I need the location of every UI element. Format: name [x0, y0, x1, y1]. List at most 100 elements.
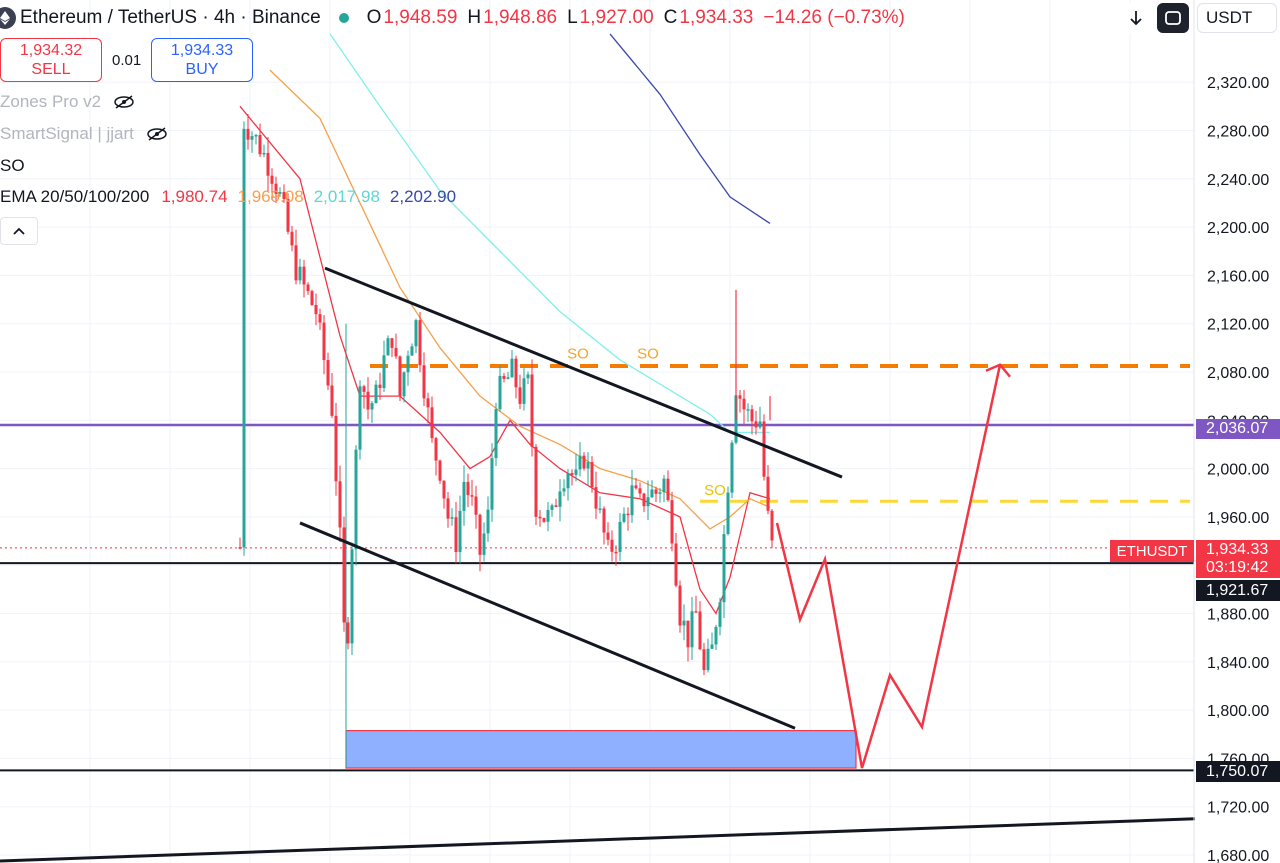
fullscreen-button[interactable]	[1157, 3, 1189, 33]
candle-countdown: 03:19:42	[1206, 559, 1269, 576]
eye-hidden-icon[interactable]	[146, 127, 168, 141]
ema-line	[609, 33, 771, 225]
candle-body	[694, 611, 698, 613]
indicator-so[interactable]: SO	[0, 156, 25, 176]
y-tick-label: 2,120.00	[1207, 317, 1269, 334]
so-labels: SO SO SO	[567, 346, 726, 499]
candle-body	[574, 469, 578, 475]
candle-body	[570, 473, 574, 475]
candle-body	[418, 320, 422, 366]
price-axis[interactable]: 1,680.001,720.001,760.001,800.001,840.00…	[1207, 75, 1269, 863]
candle-body	[298, 266, 302, 281]
y-tick-label: 2,280.00	[1207, 124, 1269, 141]
candle-body	[546, 509, 550, 522]
candle-body	[514, 358, 518, 388]
candle-body	[746, 409, 750, 411]
demand-zone[interactable]	[345, 323, 857, 769]
candle-body	[362, 386, 366, 392]
projection-arrowhead	[985, 363, 1011, 378]
candle-body	[742, 398, 746, 410]
y-tick-label: 1,800.00	[1207, 703, 1269, 720]
candle-body	[626, 513, 630, 516]
candle-body	[710, 644, 714, 649]
candle-body	[646, 497, 650, 507]
candle-body	[438, 460, 442, 481]
candle-body	[326, 360, 330, 386]
buy-button[interactable]: 1,934.33 BUY	[151, 38, 253, 82]
purple-line-price-tag[interactable]: 2,036.07	[1196, 419, 1280, 439]
candle-body	[598, 508, 602, 510]
projection-line	[775, 364, 1002, 769]
ema50-value: 1,969.08	[237, 187, 304, 206]
candle-body	[750, 409, 754, 422]
candle-body	[730, 442, 734, 493]
candle-body	[390, 338, 394, 348]
y-tick-label: 2,320.00	[1207, 75, 1269, 92]
candle-body	[294, 245, 298, 281]
projection-path[interactable]	[775, 363, 1011, 769]
candle-body	[366, 391, 370, 410]
candle-body	[306, 284, 310, 292]
candle-body	[310, 291, 314, 306]
symbol-title[interactable]: Ethereum / TetherUS · 4h · Binance	[20, 7, 321, 28]
support-line-price-tag[interactable]: 1,921.67	[1196, 580, 1280, 601]
candle-body	[450, 517, 454, 519]
indicator-ema[interactable]: EMA 20/50/100/200 1,980.74 1,969.08 2,01…	[0, 187, 456, 207]
sell-price: 1,934.32	[19, 42, 83, 59]
market-status-dot	[338, 13, 349, 23]
currency-selector[interactable]: USDT	[1197, 3, 1277, 33]
y-tick-label: 2,240.00	[1207, 172, 1269, 189]
candle-body	[338, 481, 342, 528]
scroll-down-button[interactable]	[1121, 3, 1151, 33]
candle-body	[406, 355, 410, 373]
last-price-tag[interactable]: 1,934.33 03:19:42	[1196, 540, 1280, 578]
candle-body	[454, 517, 458, 553]
candle-body	[722, 534, 726, 603]
candle-body	[318, 314, 322, 323]
candle-body	[398, 356, 402, 397]
indicator-zones[interactable]: Zones Pro v2	[0, 92, 135, 112]
last-price-value: 1,934.33	[1206, 541, 1269, 558]
collapse-legend-button[interactable]	[0, 217, 38, 245]
ohlc-open-value: 1,948.59	[383, 7, 458, 28]
candle-body	[486, 509, 490, 534]
candle-body	[606, 532, 610, 540]
candle-body	[262, 152, 266, 155]
candle-body	[482, 533, 486, 555]
y-tick-label: 2,160.00	[1207, 268, 1269, 285]
trend-lines[interactable]	[0, 266, 1196, 863]
candle-body	[246, 128, 250, 140]
eye-hidden-icon[interactable]	[113, 95, 135, 109]
y-tick-label: 2,200.00	[1207, 220, 1269, 237]
candle-body	[770, 510, 774, 541]
candle-body	[670, 500, 674, 544]
candle-body	[330, 385, 334, 416]
candle-body	[562, 488, 566, 492]
candle-body	[474, 496, 478, 515]
spread-value: 0.01	[112, 52, 142, 69]
candle-body	[490, 458, 494, 510]
indicator-ema-label: EMA 20/50/100/200	[0, 187, 150, 206]
candle-body	[678, 585, 682, 626]
candle-body	[666, 478, 670, 501]
ohlc-low-value: 1,927.00	[579, 7, 654, 28]
indicator-smartsignal[interactable]: SmartSignal | jjart	[0, 124, 168, 144]
ohlc-low-label: L	[567, 7, 578, 28]
zone-bottom-price-tag[interactable]: 1,750.07	[1196, 761, 1280, 782]
so-label: SO	[637, 346, 659, 363]
candle-body	[550, 505, 554, 510]
candle-body	[462, 481, 466, 511]
candle-body	[658, 492, 662, 494]
candle-body	[470, 495, 474, 497]
y-tick-label: 1,840.00	[1207, 655, 1269, 672]
ethereum-logo-icon	[0, 7, 16, 29]
sell-button[interactable]: 1,934.32 SELL	[0, 38, 102, 82]
candle-body	[702, 649, 706, 671]
trend-line	[0, 817, 1196, 863]
ema-line	[329, 33, 770, 434]
y-tick-label: 2,000.00	[1207, 462, 1269, 479]
candle-body	[706, 648, 710, 671]
candle-body	[422, 365, 426, 399]
symbol-price-tag: ETHUSDT	[1110, 540, 1194, 562]
